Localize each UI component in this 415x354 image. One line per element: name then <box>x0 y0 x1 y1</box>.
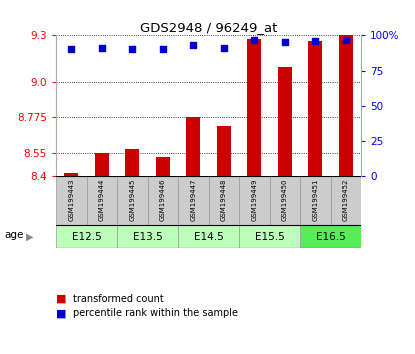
Text: transformed count: transformed count <box>73 294 164 304</box>
Point <box>220 45 227 51</box>
Text: GSM199449: GSM199449 <box>251 178 257 221</box>
Bar <box>56 225 117 248</box>
Bar <box>148 176 178 225</box>
Bar <box>217 126 231 176</box>
Bar <box>186 118 200 176</box>
Point <box>190 42 197 48</box>
Text: percentile rank within the sample: percentile rank within the sample <box>73 308 238 318</box>
Point <box>342 37 349 42</box>
Bar <box>156 156 170 176</box>
Text: GSM199448: GSM199448 <box>221 178 227 221</box>
Text: GSM199447: GSM199447 <box>190 178 196 221</box>
Point <box>98 45 105 51</box>
Bar <box>56 176 87 225</box>
Bar <box>209 176 239 225</box>
Bar <box>270 176 300 225</box>
Text: GSM199445: GSM199445 <box>129 178 135 221</box>
Text: GSM199450: GSM199450 <box>282 178 288 221</box>
Point <box>251 37 258 42</box>
Text: ■: ■ <box>56 308 66 318</box>
Text: GSM199446: GSM199446 <box>160 178 166 221</box>
Bar <box>247 39 261 176</box>
Bar <box>278 67 292 176</box>
Bar <box>300 225 361 248</box>
Point <box>312 38 319 44</box>
Text: E12.5: E12.5 <box>72 232 101 241</box>
Text: E16.5: E16.5 <box>316 232 345 241</box>
Bar <box>239 176 270 225</box>
Bar <box>331 176 361 225</box>
Bar <box>239 225 300 248</box>
Text: ▶: ▶ <box>26 232 33 241</box>
Text: GSM199443: GSM199443 <box>68 178 74 221</box>
Text: age: age <box>4 230 24 240</box>
Text: E14.5: E14.5 <box>194 232 223 241</box>
Bar <box>117 225 178 248</box>
Bar <box>117 176 148 225</box>
Bar <box>95 153 109 176</box>
Bar <box>64 173 78 176</box>
Point <box>281 40 288 45</box>
Bar <box>87 176 117 225</box>
Bar <box>339 35 353 176</box>
Point <box>68 47 75 52</box>
Text: GSM199452: GSM199452 <box>343 178 349 221</box>
Text: GSM199451: GSM199451 <box>312 178 318 221</box>
Text: ■: ■ <box>56 294 66 304</box>
Text: GSM199444: GSM199444 <box>99 178 105 221</box>
Text: E13.5: E13.5 <box>133 232 162 241</box>
Bar <box>308 41 322 176</box>
Point <box>159 47 166 52</box>
Bar <box>178 225 239 248</box>
Bar <box>178 176 209 225</box>
Point <box>129 47 136 52</box>
Title: GDS2948 / 96249_at: GDS2948 / 96249_at <box>140 21 277 34</box>
Bar <box>125 149 139 176</box>
Text: E15.5: E15.5 <box>255 232 284 241</box>
Bar <box>300 176 331 225</box>
